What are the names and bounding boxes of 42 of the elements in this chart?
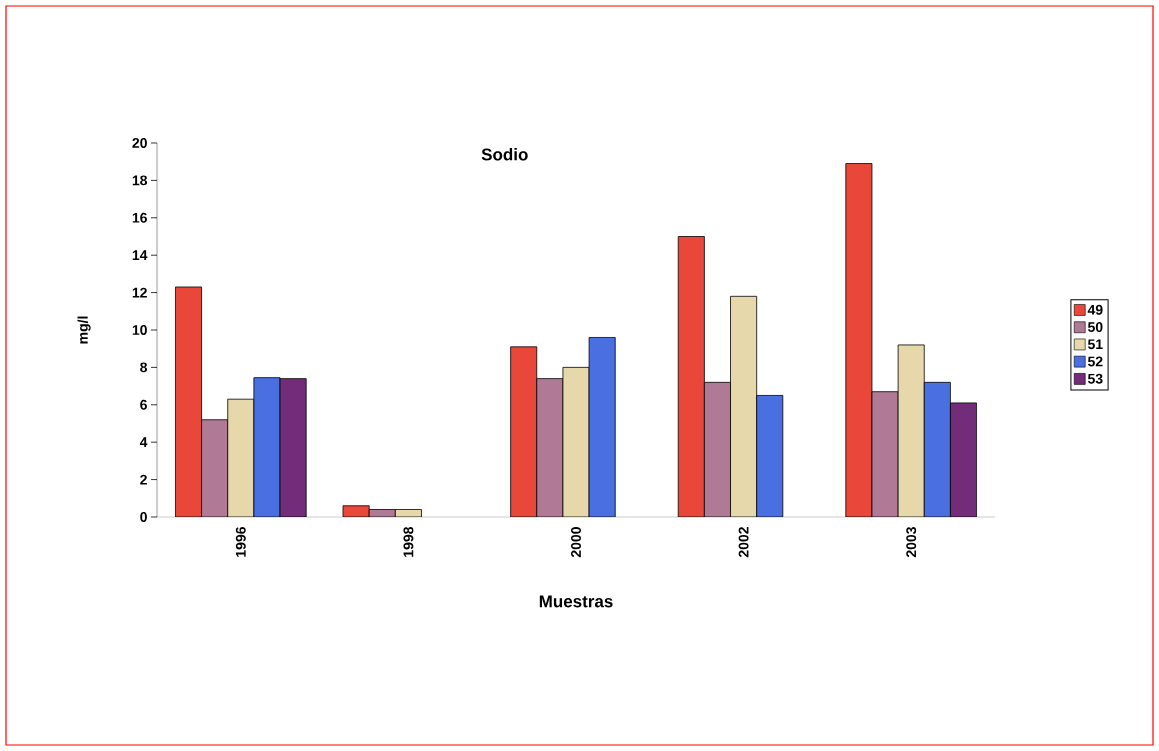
legend-label: 51	[1087, 339, 1103, 350]
x-axis-title: Muestras	[539, 595, 613, 608]
bar	[175, 286, 202, 517]
bar	[923, 381, 951, 517]
y-tick-label: 18	[132, 175, 148, 186]
bar	[756, 395, 784, 517]
bar	[279, 378, 307, 517]
x-tick-label: 1998	[403, 526, 414, 557]
x-tick-label: 2002	[738, 527, 749, 558]
x-tick-label: 2000	[571, 527, 581, 558]
y-tick-label: 6	[140, 399, 147, 410]
y-tick-label: 16	[132, 212, 147, 223]
bar	[845, 163, 873, 517]
bar	[562, 366, 590, 517]
bar	[253, 377, 281, 517]
bar	[703, 381, 731, 517]
y-tick-label: 0	[140, 512, 147, 522]
y-tick-label: 10	[132, 325, 147, 335]
y-axis-title: mg/l	[77, 316, 91, 344]
bar	[950, 402, 977, 517]
y-tick-label: 8	[140, 362, 148, 373]
legend-label: 53	[1087, 373, 1103, 384]
legend-label: 50	[1087, 322, 1103, 333]
bar	[871, 391, 899, 517]
bar	[677, 236, 705, 517]
x-tick-label: 2003	[906, 527, 917, 558]
chart-title: Sodio	[481, 148, 528, 161]
y-tick-label: 20	[132, 138, 147, 148]
y-tick-label: 14	[132, 250, 148, 260]
bar	[730, 295, 758, 517]
y-tick-label: 2	[140, 474, 147, 485]
bar	[510, 346, 538, 517]
bar	[227, 398, 255, 517]
x-tick-label: 1996	[235, 527, 246, 557]
legend-label: 49	[1087, 304, 1103, 315]
bar	[897, 344, 925, 517]
legend-label: 52	[1087, 356, 1103, 367]
bar	[536, 378, 564, 517]
y-tick-label: 12	[132, 287, 147, 298]
bar	[588, 337, 616, 517]
bar	[201, 419, 229, 517]
y-tick-label: 4	[139, 437, 148, 447]
